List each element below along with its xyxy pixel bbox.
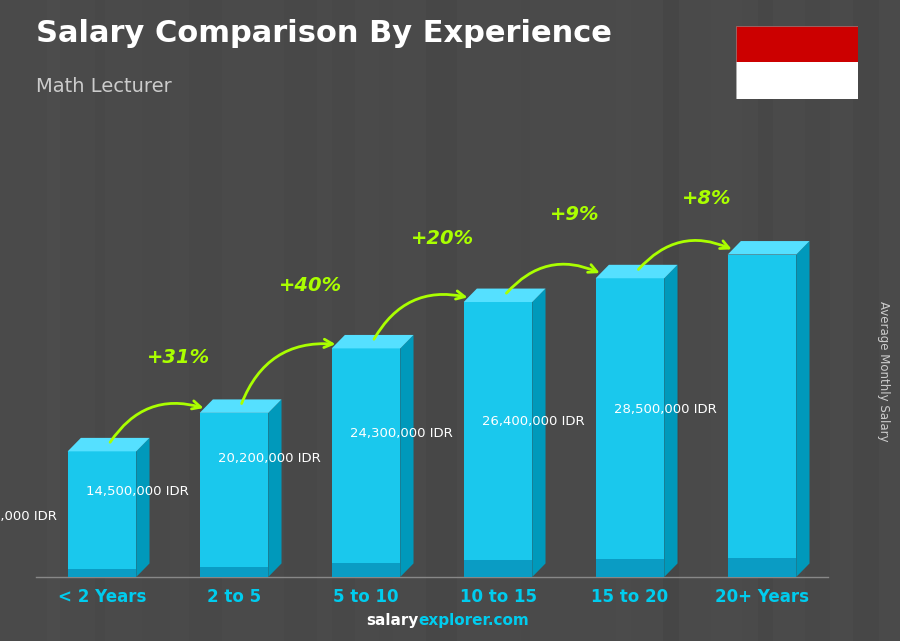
Text: +9%: +9% <box>550 205 599 224</box>
Polygon shape <box>464 288 545 302</box>
Polygon shape <box>268 399 282 577</box>
Polygon shape <box>68 438 149 451</box>
Polygon shape <box>332 335 413 349</box>
Polygon shape <box>728 558 796 577</box>
Polygon shape <box>68 451 136 577</box>
Polygon shape <box>532 288 545 577</box>
Text: +31%: +31% <box>147 347 210 367</box>
Text: +8%: +8% <box>682 189 732 208</box>
Bar <box>736 26 858 62</box>
Polygon shape <box>464 302 532 577</box>
Polygon shape <box>664 265 678 577</box>
Polygon shape <box>596 278 664 577</box>
Polygon shape <box>136 438 149 577</box>
Text: explorer.com: explorer.com <box>418 613 529 628</box>
Polygon shape <box>728 241 809 254</box>
Bar <box>736 62 858 99</box>
Polygon shape <box>332 349 400 577</box>
Text: 28,500,000 IDR: 28,500,000 IDR <box>615 403 717 416</box>
Text: 20,200,000 IDR: 20,200,000 IDR <box>219 451 321 465</box>
Text: +20%: +20% <box>411 229 474 248</box>
Text: 11,100,000 IDR: 11,100,000 IDR <box>0 510 57 523</box>
Text: Salary Comparison By Experience: Salary Comparison By Experience <box>36 19 612 48</box>
Text: 14,500,000 IDR: 14,500,000 IDR <box>86 485 189 498</box>
Polygon shape <box>200 567 268 577</box>
Polygon shape <box>796 241 809 577</box>
Text: 24,300,000 IDR: 24,300,000 IDR <box>350 428 453 440</box>
Text: Average Monthly Salary: Average Monthly Salary <box>878 301 890 442</box>
Polygon shape <box>596 265 678 278</box>
Polygon shape <box>728 254 796 577</box>
Polygon shape <box>200 413 268 577</box>
Polygon shape <box>68 569 136 577</box>
Text: 26,400,000 IDR: 26,400,000 IDR <box>482 415 585 428</box>
Polygon shape <box>200 399 282 413</box>
Polygon shape <box>464 560 532 577</box>
Text: salary: salary <box>366 613 418 628</box>
Polygon shape <box>596 559 664 577</box>
Polygon shape <box>332 563 400 577</box>
Text: Math Lecturer: Math Lecturer <box>36 77 172 96</box>
Text: +40%: +40% <box>279 276 342 295</box>
Polygon shape <box>400 335 413 577</box>
